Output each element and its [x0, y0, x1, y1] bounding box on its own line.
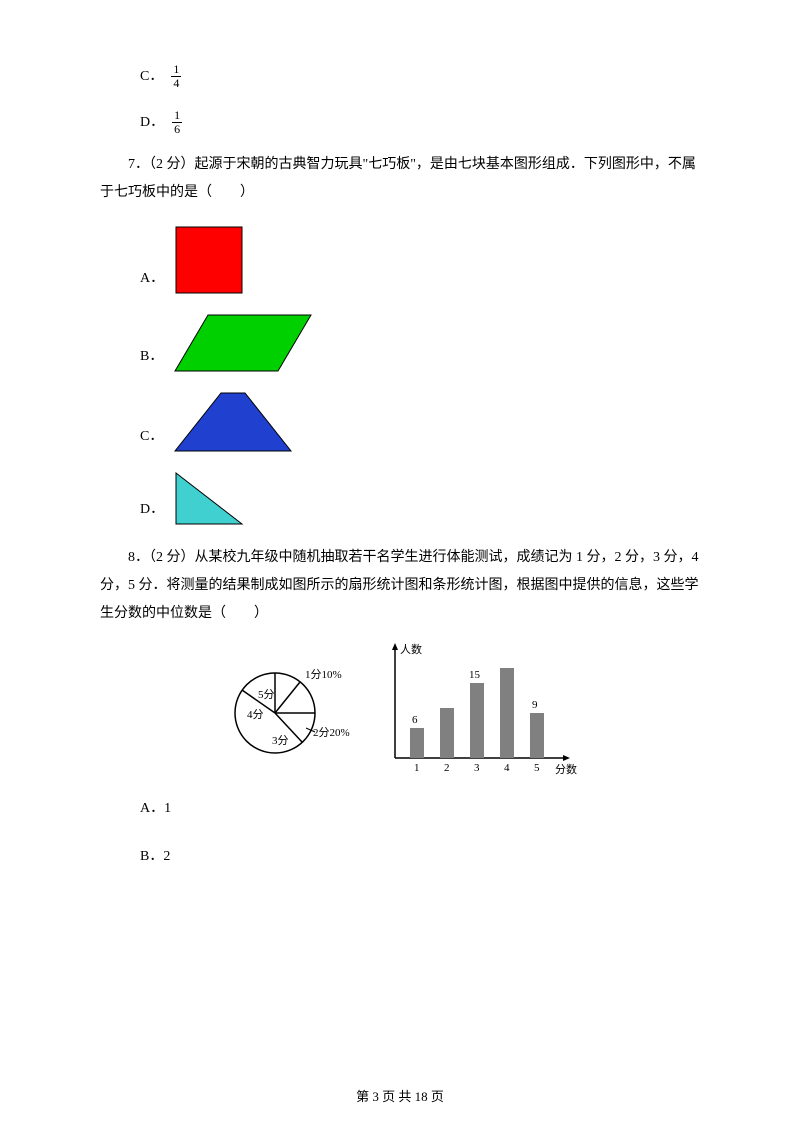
q7-option-d: D．: [100, 471, 700, 526]
right-triangle-icon: [174, 471, 244, 526]
square-icon: [174, 225, 244, 295]
xtick-5: 5: [534, 762, 540, 774]
page-footer: 第 3 页 共 18 页: [0, 1081, 800, 1112]
q7-option-a: A．: [100, 225, 700, 295]
question-7-text: 7．（2 分）起源于宋朝的古典智力玩具"七巧板"，是由七块基本图形组成．下列图形…: [100, 151, 700, 207]
rhombus-icon: [173, 313, 313, 373]
bar-val-5: 9: [532, 699, 538, 711]
bar-val-3: 15: [469, 669, 481, 681]
pie-chart: 1分10% 2分20% 3分 4分 5分: [220, 648, 350, 768]
pie-label-5: 5分: [258, 688, 275, 701]
q7-b-label: B．: [140, 340, 163, 374]
q8-option-a: A．1: [100, 792, 700, 826]
q7-a-label: A．: [140, 262, 164, 296]
bar-ylabel: 人数: [400, 643, 422, 656]
xtick-2: 2: [444, 762, 450, 774]
bar-chart: 人数 分数 6 15 9 1 2 3 4 5: [370, 638, 580, 778]
q7-option-c: C．: [100, 391, 700, 453]
option-c-label: C．: [140, 60, 163, 94]
q7-option-b: B．: [100, 313, 700, 373]
q7-d-label: D．: [140, 493, 164, 527]
q8-option-b: B．2: [100, 840, 700, 874]
option-d: D． 1 6: [100, 106, 700, 140]
pie-label-4: 4分: [247, 708, 264, 721]
q7-c-label: C．: [140, 420, 163, 454]
pie-label-2: 2分20%: [313, 726, 350, 739]
fraction-1-4: 1 4: [171, 63, 181, 90]
xtick-4: 4: [504, 762, 510, 774]
question-8-text: 8．（2 分）从某校九年级中随机抽取若干名学生进行体能测试，成绩记为 1 分，2…: [100, 544, 700, 628]
bar-xlabel: 分数: [555, 763, 577, 776]
bar-val-1: 6: [412, 714, 418, 726]
fraction-1-6: 1 6: [172, 109, 182, 136]
pie-label-1: 1分10%: [305, 668, 342, 681]
xtick-1: 1: [414, 762, 420, 774]
trapezoid-icon: [173, 391, 293, 453]
xtick-3: 3: [474, 762, 480, 774]
option-d-label: D．: [140, 106, 164, 140]
q8-charts: 1分10% 2分20% 3分 4分 5分 人数 分数 6 15 9 1 2 3: [100, 638, 700, 778]
pie-label-3: 3分: [272, 734, 289, 747]
option-c: C． 1 4: [100, 60, 700, 94]
